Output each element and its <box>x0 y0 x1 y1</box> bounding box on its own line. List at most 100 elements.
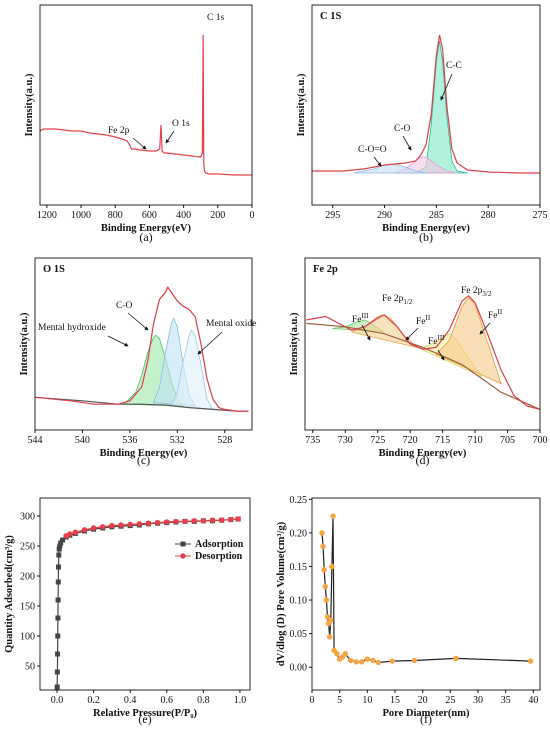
annotation-text: Fe 2p <box>108 126 130 136</box>
arrow <box>405 327 419 341</box>
marker <box>370 657 376 664</box>
marker <box>342 651 348 657</box>
marker <box>319 530 325 536</box>
arrow <box>440 73 453 101</box>
panel: 735 730 725 720 715 710 705 700 Binding Energy(e… <box>289 257 548 467</box>
annotation-text: Fe <box>428 337 438 347</box>
annotation: C-C <box>446 61 462 71</box>
plot-area <box>54 516 241 690</box>
x-tick-label: 0.0 <box>51 695 64 706</box>
x-axis-label: Pore Diameter(nm) <box>383 708 470 719</box>
marker <box>55 564 61 570</box>
marker <box>145 520 152 526</box>
marker <box>81 527 88 533</box>
caption: (b) <box>419 230 433 244</box>
annotation: C-O=O <box>358 145 387 155</box>
x-tick-label: 735 <box>305 435 320 446</box>
x-tick-label: 0 <box>250 210 255 221</box>
marker <box>330 513 336 519</box>
marker <box>100 524 106 530</box>
plot-area <box>312 34 540 174</box>
y-tick-label: 150 <box>20 602 35 613</box>
x-tick-label: 700 <box>533 435 548 446</box>
marker <box>334 651 340 657</box>
annotation-text: C-O <box>116 301 133 311</box>
annotation: FeII <box>416 314 431 327</box>
marker <box>55 615 61 621</box>
y-axis-label: dV/dlog (D) Pore Volume(cm³/g) <box>276 521 287 666</box>
series-line <box>312 34 540 174</box>
annotation-sup: II <box>426 314 431 322</box>
x-axis-label: Binding Energy(ev) <box>382 223 470 234</box>
panel-title: O 1S <box>43 264 65 275</box>
frame <box>311 497 541 691</box>
marker <box>56 552 62 558</box>
panel: 0.0 0.2 0.4 0.6 0.8 1.0 50 100 150 200 250 300 Relat… <box>4 497 251 726</box>
marker <box>364 656 371 662</box>
marker <box>57 543 63 549</box>
x-tick-label: 800 <box>108 210 123 221</box>
plot-area <box>40 34 252 176</box>
marker <box>54 669 60 675</box>
marker <box>173 518 179 525</box>
y-tick-label: 0.05 <box>290 629 308 640</box>
annotation-text: Fe 2p <box>382 294 404 304</box>
x-tick-label: 400 <box>176 210 191 221</box>
annotation-sup: II <box>498 308 503 316</box>
annotation-sub: 3/2 <box>482 290 491 298</box>
arrow <box>127 312 149 331</box>
x-tick-label: 35 <box>501 695 511 706</box>
panel: 295 290 285 280 275 Binding Energy(ev) Intensi… <box>296 4 548 244</box>
marker <box>527 658 534 664</box>
x-tick-label: 544 <box>28 435 43 446</box>
x-tick-label: 285 <box>429 210 444 221</box>
y-tick-label: 0.00 <box>290 663 308 674</box>
annotation: FeIII <box>428 334 445 347</box>
y-tick-label: 0.10 <box>290 596 308 607</box>
x-tick-label: 10 <box>362 695 372 706</box>
x-tick-label: 25 <box>445 695 455 706</box>
marker <box>322 583 328 590</box>
marker <box>353 659 359 665</box>
x-tick-label: 0.4 <box>124 695 137 706</box>
component-area <box>353 163 427 174</box>
arrow <box>361 324 371 341</box>
marker <box>56 546 62 552</box>
x-tick-label: 600 <box>142 210 157 221</box>
panel-title: C 1S <box>320 11 341 22</box>
marker <box>60 537 65 543</box>
frame <box>304 257 541 431</box>
y-axis-label: Intensity(a.u.) <box>24 73 35 137</box>
x-axis-label: Binding Energy(eV) <box>101 223 192 234</box>
marker <box>348 657 354 664</box>
series-line <box>306 294 540 410</box>
component-area <box>414 40 468 174</box>
plot-area <box>35 285 249 412</box>
x-tick-label: 280 <box>481 210 496 221</box>
y-tick-label: 50 <box>25 662 35 673</box>
x-tick-label: 200 <box>210 210 225 221</box>
panel: 544 540 536 532 528 Binding Energy(ev) Intensi… <box>19 257 256 467</box>
arrow <box>437 349 445 361</box>
caption: (d) <box>416 453 430 467</box>
x-tick-label: 720 <box>403 435 418 446</box>
y-tick-label: 0.20 <box>290 528 308 539</box>
x-tick-label: 0.6 <box>161 695 174 706</box>
marker <box>375 659 382 666</box>
marker <box>164 519 170 525</box>
annotation: Fe 2p1/2 <box>382 294 413 306</box>
y-tick-label: 100 <box>20 632 35 643</box>
frame <box>311 4 541 206</box>
marker <box>136 521 143 527</box>
annotation: Fe 2p <box>108 126 130 136</box>
x-axis-label: Binding Energy(ev) <box>379 448 467 459</box>
marker <box>228 516 234 523</box>
x-tick-label: 715 <box>435 435 450 446</box>
marker <box>90 525 97 531</box>
component-area <box>170 329 214 410</box>
annotation: FeII <box>488 308 503 321</box>
annotation: Fe 2p3/2 <box>461 286 492 298</box>
x-tick-label: 705 <box>500 435 515 446</box>
annotation-text: Fe 2p <box>461 286 483 296</box>
